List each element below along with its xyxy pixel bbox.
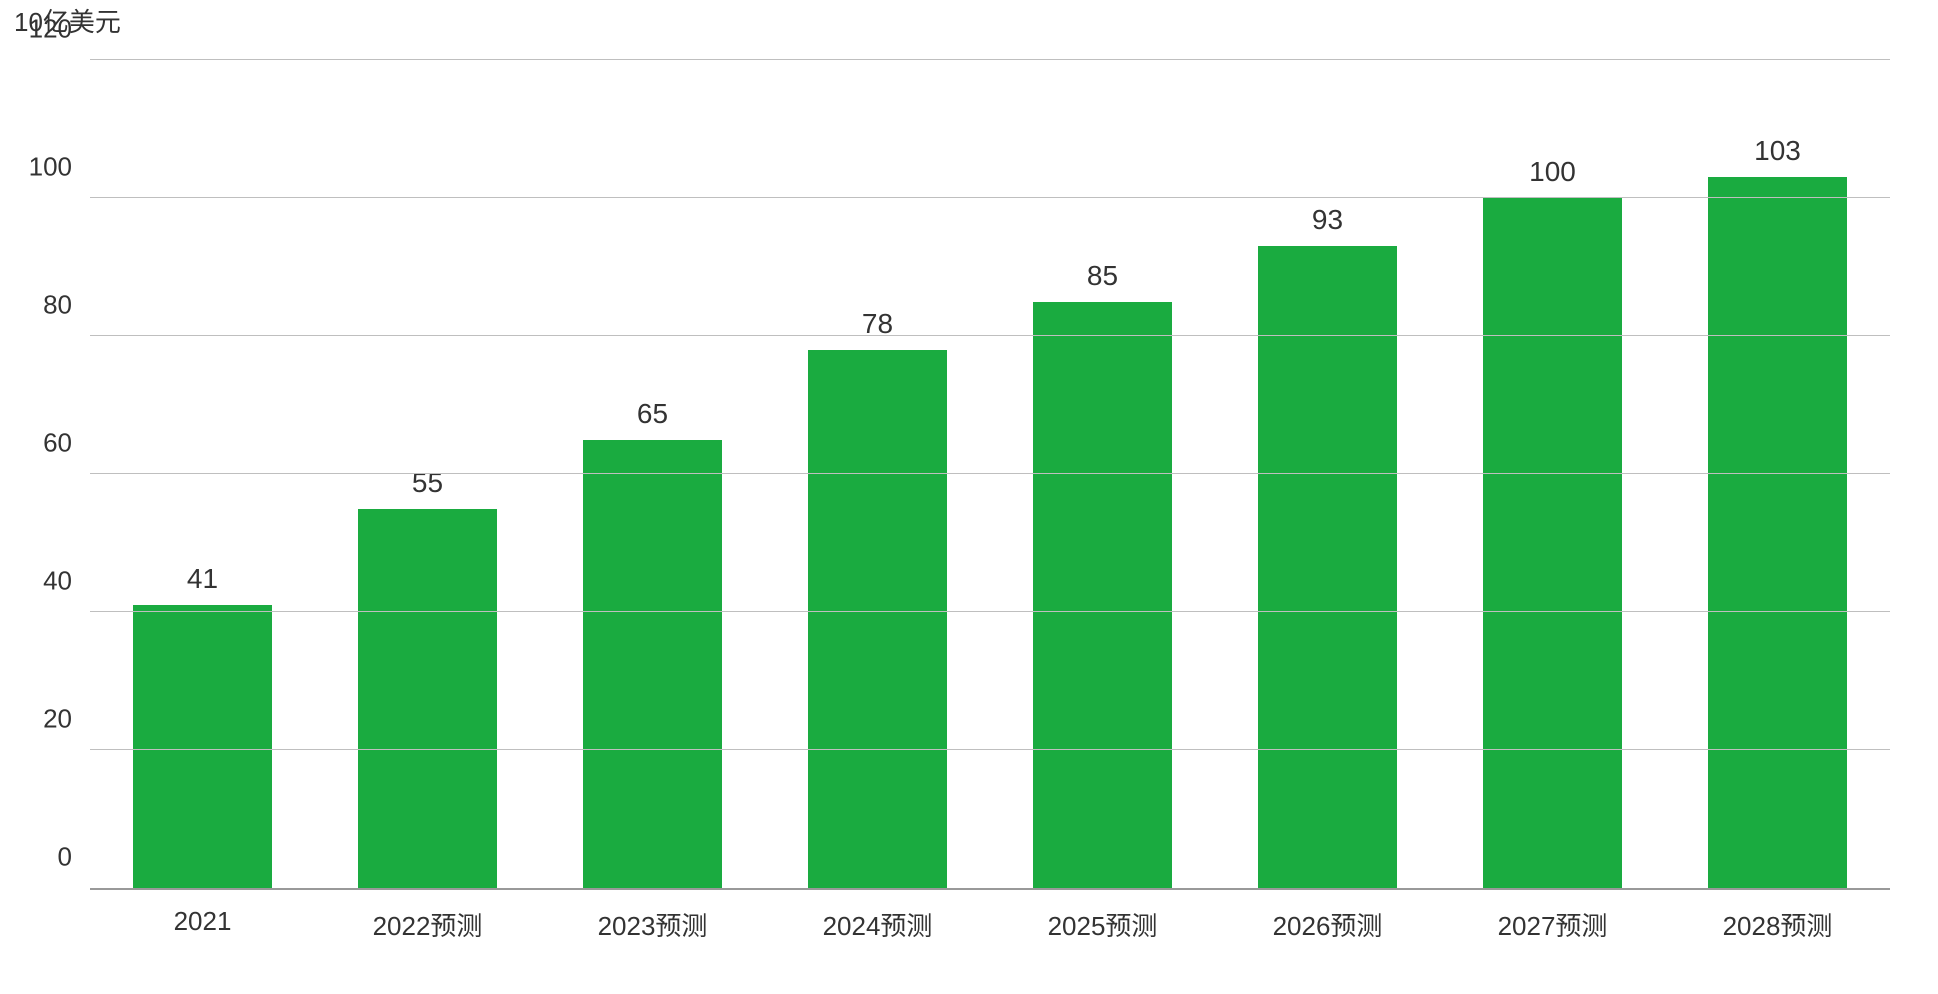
bar [358,509,498,889]
bar-slot: 932026预测 [1215,60,1440,888]
bar-slot: 852025预测 [990,60,1215,888]
x-tick-label: 2022预测 [373,906,483,943]
y-tick-label: 0 [58,842,72,873]
y-tick-label: 80 [43,290,72,321]
bar-chart: 10亿美元 412021552022预测652023预测782024预测8520… [0,0,1938,994]
y-tick-label: 100 [29,152,72,183]
bar-slot: 552022预测 [315,60,540,888]
bars-container: 412021552022预测652023预测782024预测852025预测93… [90,60,1890,888]
bar-value-label: 85 [1087,260,1118,292]
bar-value-label: 103 [1754,135,1801,167]
bar [1483,198,1623,888]
bar-slot: 412021 [90,60,315,888]
gridline [90,197,1890,198]
x-tick-label: 2028预测 [1723,906,1833,943]
gridline [90,611,1890,612]
bar-value-label: 65 [637,398,668,430]
bar-value-label: 100 [1529,156,1576,188]
bar [583,440,723,889]
bar-slot: 1002027预测 [1440,60,1665,888]
bar [808,350,948,888]
bar [1258,246,1398,888]
x-tick-label: 2025预测 [1048,906,1158,943]
bar-value-label: 41 [187,563,218,595]
gridline [90,473,1890,474]
bar [133,605,273,888]
bar [1708,177,1848,888]
bar-value-label: 93 [1312,204,1343,236]
x-tick-label: 2023预测 [598,906,708,943]
y-tick-label: 40 [43,566,72,597]
x-tick-label: 2024预测 [823,906,933,943]
x-tick-label: 2027预测 [1498,906,1608,943]
gridline [90,59,1890,60]
bar-slot: 782024预测 [765,60,990,888]
bar-slot: 1032028预测 [1665,60,1890,888]
bar-slot: 652023预测 [540,60,765,888]
x-tick-label: 2026预测 [1273,906,1383,943]
plot-area: 412021552022预测652023预测782024预测852025预测93… [90,60,1890,890]
bar [1033,302,1173,889]
x-tick-label: 2021 [174,906,232,937]
gridline [90,335,1890,336]
gridline [90,749,1890,750]
y-tick-label: 120 [29,14,72,45]
y-tick-label: 60 [43,428,72,459]
y-tick-label: 20 [43,704,72,735]
bar-value-label: 55 [412,467,443,499]
